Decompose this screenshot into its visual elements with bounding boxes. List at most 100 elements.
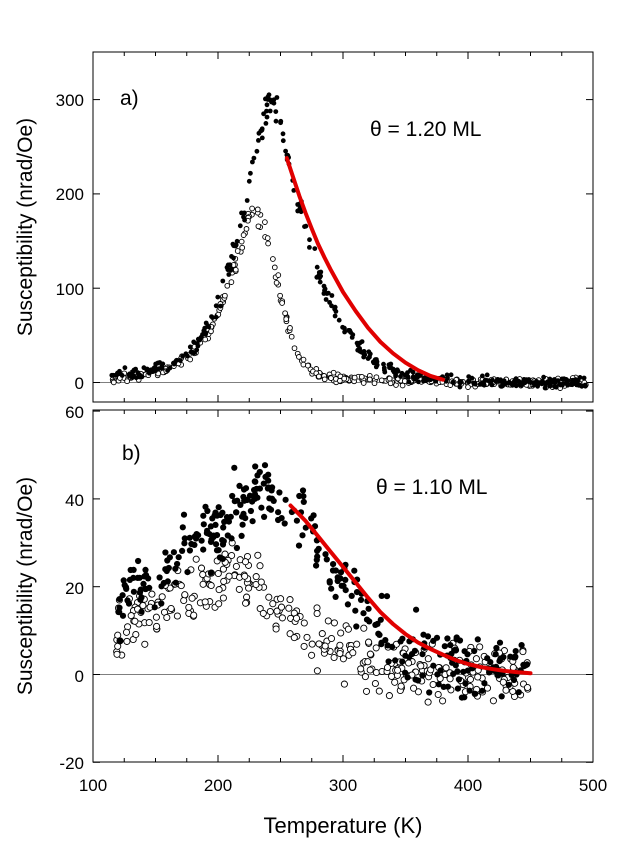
panel-a-open-point bbox=[202, 336, 209, 343]
panel-b-filled-point bbox=[252, 478, 259, 485]
panel-a-filled-point bbox=[317, 275, 322, 281]
panel-a-filled-point bbox=[484, 372, 490, 378]
panel-b-filled-point bbox=[479, 687, 486, 694]
panel-a-open-point bbox=[110, 379, 117, 386]
panel-b-filled-point bbox=[494, 672, 501, 679]
panel-b-open-point bbox=[219, 594, 227, 602]
panel-b-filled-point bbox=[455, 676, 462, 683]
panel-b-filled-point bbox=[200, 512, 207, 519]
panel-b-plot bbox=[113, 462, 533, 706]
panel-a-open-point bbox=[240, 232, 247, 238]
panel-b-filled-point bbox=[174, 560, 181, 568]
panel-a-filled-point bbox=[466, 378, 471, 384]
panel-b-filled-point bbox=[181, 540, 188, 547]
panel-b-filled-point bbox=[126, 576, 133, 584]
panel-a-filled-point bbox=[129, 375, 135, 380]
panel-a-filled-point bbox=[500, 383, 506, 389]
panel-a-filled-point bbox=[259, 135, 265, 141]
panel-a-open-point bbox=[291, 345, 298, 352]
panel-a-filled-point bbox=[408, 367, 413, 373]
panel-a-filled-point bbox=[183, 351, 189, 357]
panel-a-filled-point bbox=[263, 121, 269, 126]
panel-b-filled-point bbox=[164, 557, 171, 564]
panel-b-filled-point bbox=[217, 511, 224, 519]
panel-a-open-point bbox=[378, 377, 385, 384]
panel-b-filled-point bbox=[451, 647, 458, 654]
panel-b-filled-point bbox=[430, 662, 437, 669]
panel-b-open-point bbox=[235, 585, 243, 593]
panel-a-ticks bbox=[92, 52, 594, 402]
panel-a-filled-point bbox=[477, 382, 483, 387]
panel-b-filled-point bbox=[188, 540, 195, 548]
panel-b-filled-point bbox=[299, 532, 306, 539]
panel-b-filled-point bbox=[402, 669, 409, 676]
panel-b-filled-point bbox=[256, 468, 263, 476]
panel-b-filled-point bbox=[281, 520, 288, 527]
panel-a-filled-point bbox=[370, 359, 376, 365]
panel-a-filled-point bbox=[362, 352, 368, 358]
panel-b-filled-point bbox=[213, 541, 220, 548]
panel-a-filled-point bbox=[267, 108, 273, 114]
panel-b-open-point bbox=[215, 586, 223, 594]
panel-a-filled-point bbox=[366, 349, 372, 355]
panel-a-y-axis-label: Susceptibility (nrad/Oe) bbox=[14, 118, 37, 336]
panel-a-y-tick-label-300: 300 bbox=[56, 91, 84, 110]
panel-b-filled-point bbox=[233, 509, 240, 516]
panel-a-filled-point bbox=[560, 382, 565, 388]
panel-a-filled-point bbox=[220, 278, 226, 284]
panel-b-fit-curve bbox=[288, 503, 533, 676]
panel-a-filled-point bbox=[488, 379, 494, 384]
panel-b-open-point bbox=[483, 684, 492, 692]
panel-a-filled-point bbox=[278, 120, 283, 126]
panel-b-filled-point bbox=[462, 680, 469, 687]
panel-a-filled-point bbox=[273, 118, 279, 124]
panel-b-filled-point bbox=[293, 517, 300, 524]
panel-a-filled-point bbox=[210, 315, 216, 320]
panel-a-filled-point bbox=[264, 108, 269, 114]
panel-b-y-tick-label-20: 20 bbox=[65, 579, 84, 598]
panel-b-open-point bbox=[383, 663, 392, 672]
panel-a-open-point bbox=[187, 356, 194, 363]
panel-b-open-point bbox=[439, 697, 447, 705]
panel-b-filled-point bbox=[450, 670, 457, 678]
panel-a-filled-point bbox=[195, 343, 201, 349]
panel-b-open-point bbox=[219, 565, 227, 573]
panel-b-open-point bbox=[197, 564, 206, 572]
panel-b-filled-point bbox=[481, 680, 488, 687]
panel-a-filled-point bbox=[171, 361, 177, 367]
panel-a-filled-point bbox=[381, 361, 386, 367]
panel-a-filled-point bbox=[581, 375, 587, 381]
panel-a-filled-point bbox=[550, 378, 556, 384]
panel-b-open-point bbox=[207, 581, 215, 590]
panel-a-open-point bbox=[366, 376, 373, 383]
panel-b-open-point bbox=[173, 612, 181, 620]
panel-b-filled-point bbox=[242, 485, 250, 492]
panel-b-filled-point bbox=[158, 600, 165, 607]
panel-b-filled-point bbox=[498, 693, 505, 700]
panel-b-open-point bbox=[476, 643, 484, 651]
panel-b-open-point bbox=[308, 640, 316, 648]
panel-b-open-point bbox=[365, 638, 373, 646]
panel-b-filled-point bbox=[260, 480, 267, 487]
panel-b-filled-point bbox=[175, 554, 182, 561]
panel-b-open-point bbox=[252, 573, 260, 581]
panel-b-filled-point bbox=[352, 607, 359, 614]
panel-b-open-point bbox=[113, 650, 121, 658]
panel-a-filled-point bbox=[264, 102, 270, 108]
panel-a-filled-point bbox=[559, 376, 565, 382]
panel-b-filled-point bbox=[326, 578, 333, 585]
panel-b-tick-labels: 60 40 20 0 -20 100 200 300 400 500 bbox=[59, 403, 607, 795]
panel-b-filled-point bbox=[275, 509, 282, 516]
panel-a-filled-point bbox=[542, 385, 548, 391]
panel-a-filled-point bbox=[373, 364, 379, 370]
panel-a-filled-point bbox=[336, 317, 342, 323]
panel-a-filled-point bbox=[266, 92, 272, 98]
panel-b-open-point bbox=[313, 609, 321, 618]
panel-b-filled-point bbox=[165, 564, 172, 572]
panel-a-filled-point bbox=[393, 371, 398, 377]
panel-a-filled-point bbox=[153, 361, 159, 367]
panel-b-filled-point bbox=[138, 608, 145, 615]
panel-a-filled-point bbox=[521, 377, 527, 383]
panel-a-open-point bbox=[373, 374, 380, 381]
panel-a-open-point bbox=[124, 378, 130, 385]
